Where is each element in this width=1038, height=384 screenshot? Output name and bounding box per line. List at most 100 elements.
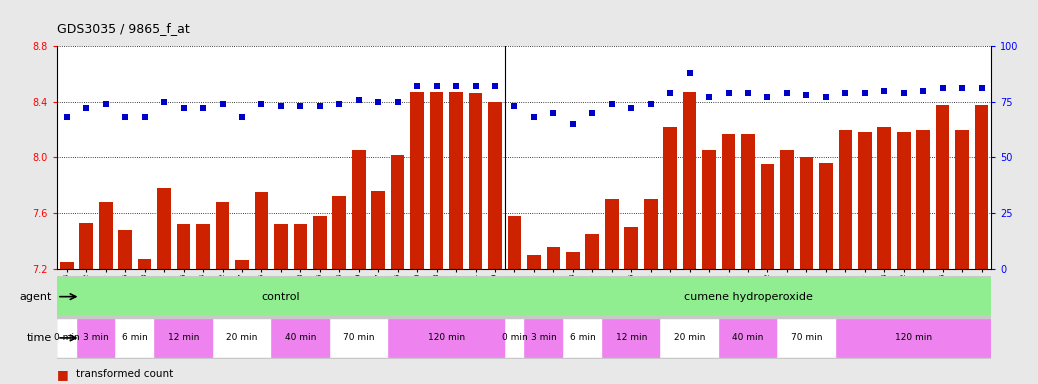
Bar <box>274 224 288 269</box>
Text: 40 min: 40 min <box>284 333 316 343</box>
Bar <box>660 319 718 357</box>
Point <box>234 114 250 121</box>
Bar <box>602 319 660 357</box>
Bar <box>936 104 950 269</box>
Point <box>701 94 717 100</box>
Point <box>507 103 523 109</box>
Bar <box>430 92 443 269</box>
Bar <box>449 92 463 269</box>
Text: 12 min: 12 min <box>616 333 647 343</box>
Bar <box>718 319 777 357</box>
Point <box>389 99 406 105</box>
Bar <box>388 319 504 357</box>
Bar <box>99 202 112 269</box>
Bar <box>703 151 716 269</box>
Point <box>584 110 601 116</box>
Point <box>525 114 542 121</box>
Point <box>798 92 815 98</box>
Point <box>273 103 290 109</box>
Bar <box>313 216 327 269</box>
Bar <box>352 151 365 269</box>
Bar <box>196 224 210 269</box>
Point <box>175 105 192 111</box>
Bar <box>155 319 213 357</box>
Point <box>78 105 94 111</box>
Bar <box>721 134 735 269</box>
Bar <box>57 319 77 357</box>
Point <box>447 83 464 89</box>
Bar <box>410 92 424 269</box>
Point <box>720 90 737 96</box>
Bar <box>836 319 991 357</box>
Bar <box>508 216 521 269</box>
Text: 3 min: 3 min <box>530 333 556 343</box>
Text: 120 min: 120 min <box>428 333 465 343</box>
Bar <box>60 262 74 269</box>
Bar <box>488 102 501 269</box>
Point <box>818 94 835 100</box>
Bar <box>527 255 541 269</box>
Text: control: control <box>262 291 300 302</box>
Bar <box>644 199 657 269</box>
Bar <box>158 188 171 269</box>
Bar <box>605 199 619 269</box>
Point <box>643 101 659 107</box>
Point <box>214 101 230 107</box>
Point <box>876 88 893 94</box>
Bar <box>761 164 774 269</box>
Text: cumene hydroperoxide: cumene hydroperoxide <box>684 291 813 302</box>
Point <box>623 105 639 111</box>
Point <box>292 103 308 109</box>
Text: 70 min: 70 min <box>343 333 375 343</box>
Bar <box>176 224 190 269</box>
Point <box>662 90 679 96</box>
Text: agent: agent <box>20 291 52 302</box>
Point <box>370 99 386 105</box>
Bar <box>741 134 755 269</box>
Bar <box>391 155 405 269</box>
Point <box>195 105 212 111</box>
Text: 0 min: 0 min <box>501 333 527 343</box>
Bar <box>799 157 813 269</box>
Text: 3 min: 3 min <box>83 333 109 343</box>
Point <box>98 101 114 107</box>
Bar <box>372 191 385 269</box>
Text: 20 min: 20 min <box>226 333 257 343</box>
Point <box>351 96 367 103</box>
Text: ■: ■ <box>57 368 73 381</box>
Point <box>954 85 971 91</box>
Point <box>467 83 484 89</box>
Point <box>974 85 990 91</box>
Text: 6 min: 6 min <box>122 333 147 343</box>
Bar <box>469 93 483 269</box>
Bar <box>524 319 563 357</box>
Point <box>759 94 775 100</box>
Bar <box>975 104 988 269</box>
Point <box>837 90 853 96</box>
Text: transformed count: transformed count <box>76 369 173 379</box>
Point <box>429 83 445 89</box>
Text: GDS3035 / 9865_f_at: GDS3035 / 9865_f_at <box>57 22 190 35</box>
Bar <box>917 130 930 269</box>
Text: 6 min: 6 min <box>570 333 596 343</box>
Bar <box>683 92 696 269</box>
Point <box>934 85 951 91</box>
Bar <box>777 319 836 357</box>
Bar <box>80 223 93 269</box>
Bar <box>663 127 677 269</box>
Point <box>311 103 328 109</box>
Bar <box>213 319 271 357</box>
Bar <box>115 319 155 357</box>
Text: 70 min: 70 min <box>791 333 822 343</box>
Point <box>914 88 931 94</box>
Point <box>896 90 912 96</box>
Bar <box>955 130 968 269</box>
Bar <box>547 247 561 269</box>
Text: 0 min: 0 min <box>54 333 80 343</box>
Bar <box>118 230 132 269</box>
Bar <box>839 130 852 269</box>
Bar <box>585 234 599 269</box>
Point <box>545 110 562 116</box>
Text: time: time <box>27 333 52 343</box>
Point <box>409 83 426 89</box>
